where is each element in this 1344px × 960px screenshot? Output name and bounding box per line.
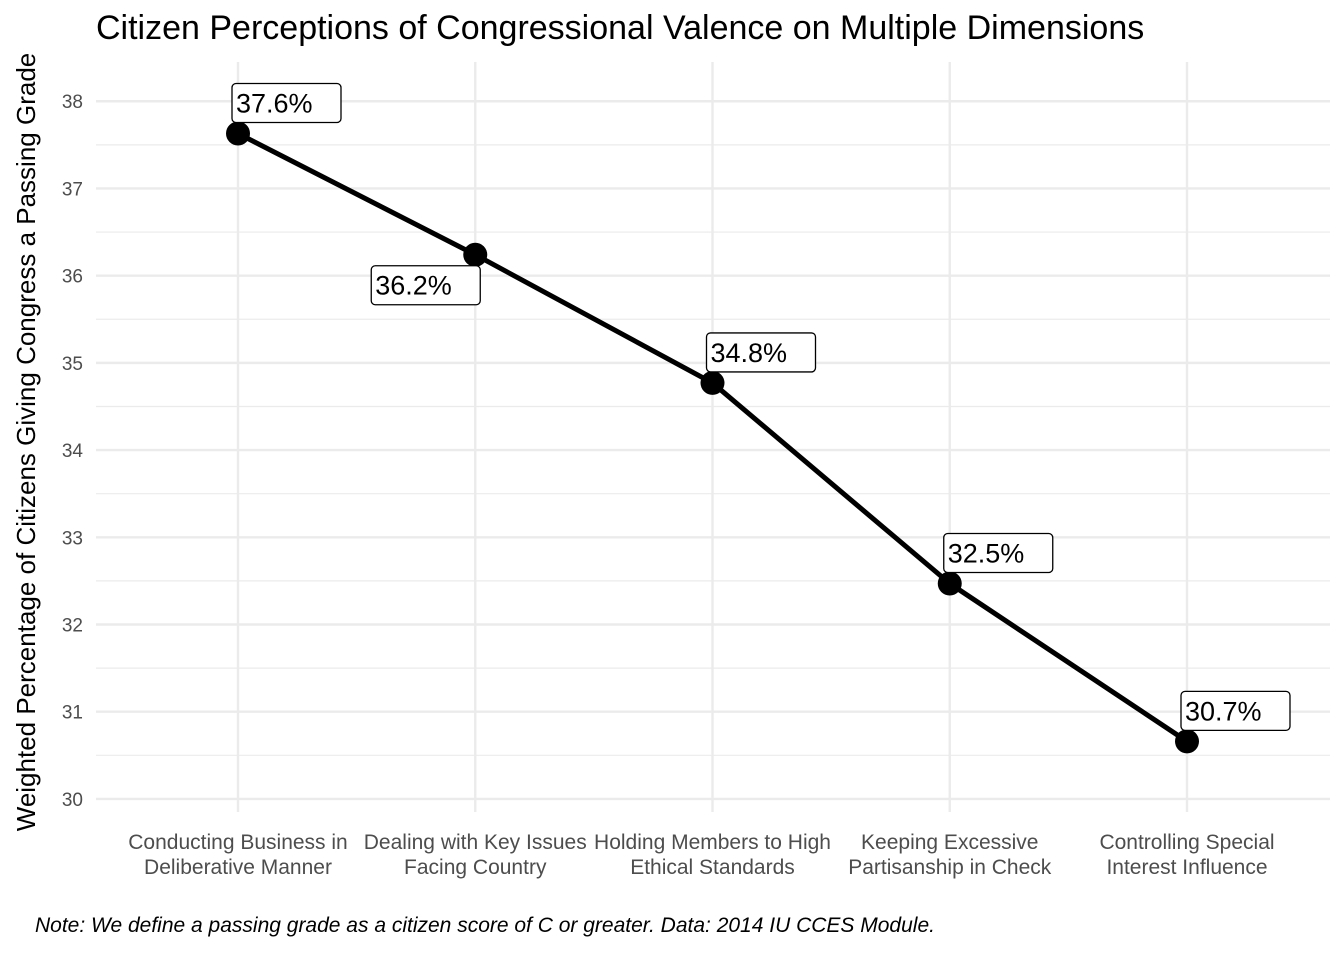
y-tick-label: 31 bbox=[62, 703, 83, 724]
chart-title: Citizen Perceptions of Congressional Val… bbox=[96, 9, 1144, 47]
data-label-box bbox=[231, 82, 342, 124]
data-label: 32.5% bbox=[943, 532, 1054, 574]
data-label-box bbox=[705, 332, 817, 373]
y-tick-label: 30 bbox=[62, 790, 83, 811]
y-tick-label: 37 bbox=[62, 179, 83, 200]
data-point bbox=[463, 242, 488, 267]
data-label-text: 34.8% bbox=[711, 338, 788, 368]
data-label-text: 32.5% bbox=[948, 539, 1025, 569]
data-label-text: 30.7% bbox=[1185, 696, 1262, 726]
y-tick-labels: 30 31 32 33 34 35 36 37 38 bbox=[62, 92, 84, 811]
chart-caption: Note: We define a passing grade as a cit… bbox=[35, 914, 935, 937]
x-tick-label: Controlling Special bbox=[1099, 831, 1274, 854]
x-tick-label: Ethical Standards bbox=[630, 856, 795, 879]
x-tick-label: Facing Country bbox=[404, 856, 547, 879]
x-tick-label: Partisanship in Check bbox=[848, 856, 1052, 879]
x-tick-label: Conducting Business in bbox=[128, 831, 347, 854]
data-label-text: 37.6% bbox=[236, 89, 313, 119]
data-label-text: 36.2% bbox=[375, 271, 452, 301]
data-points-layer bbox=[226, 121, 1199, 754]
data-point bbox=[1175, 729, 1199, 754]
x-tick-label: Dealing with Key Issues bbox=[364, 831, 587, 854]
data-label: 30.7% bbox=[1180, 690, 1291, 732]
y-tick-label: 36 bbox=[62, 267, 83, 288]
data-label-box bbox=[1180, 690, 1291, 732]
data-label: 37.6% bbox=[231, 82, 342, 124]
y-tick-label: 35 bbox=[62, 354, 83, 375]
y-axis-label: Weighted Percentage of Citizens Giving C… bbox=[11, 53, 41, 832]
x-tick-label: Interest Influence bbox=[1106, 856, 1267, 879]
data-point bbox=[937, 571, 962, 596]
x-tick-label: Holding Members to High bbox=[594, 831, 831, 854]
x-tick-label: Keeping Excessive bbox=[861, 831, 1038, 854]
data-label: 36.2% bbox=[370, 265, 481, 306]
data-label-box bbox=[943, 532, 1054, 574]
data-point bbox=[226, 121, 250, 146]
data-label-box bbox=[370, 265, 481, 306]
y-tick-label: 34 bbox=[62, 441, 84, 462]
x-tick-label: Deliberative Manner bbox=[144, 856, 332, 879]
y-tick-label: 33 bbox=[62, 528, 83, 549]
y-tick-label: 32 bbox=[62, 616, 83, 637]
grid-layer bbox=[96, 62, 1330, 812]
data-labels-layer: 37.6% 36.2% 34.8% 32.5% 30.7% bbox=[231, 82, 1291, 732]
data-point bbox=[700, 370, 725, 395]
y-tick-label: 38 bbox=[62, 92, 83, 113]
data-label: 34.8% bbox=[705, 332, 817, 373]
